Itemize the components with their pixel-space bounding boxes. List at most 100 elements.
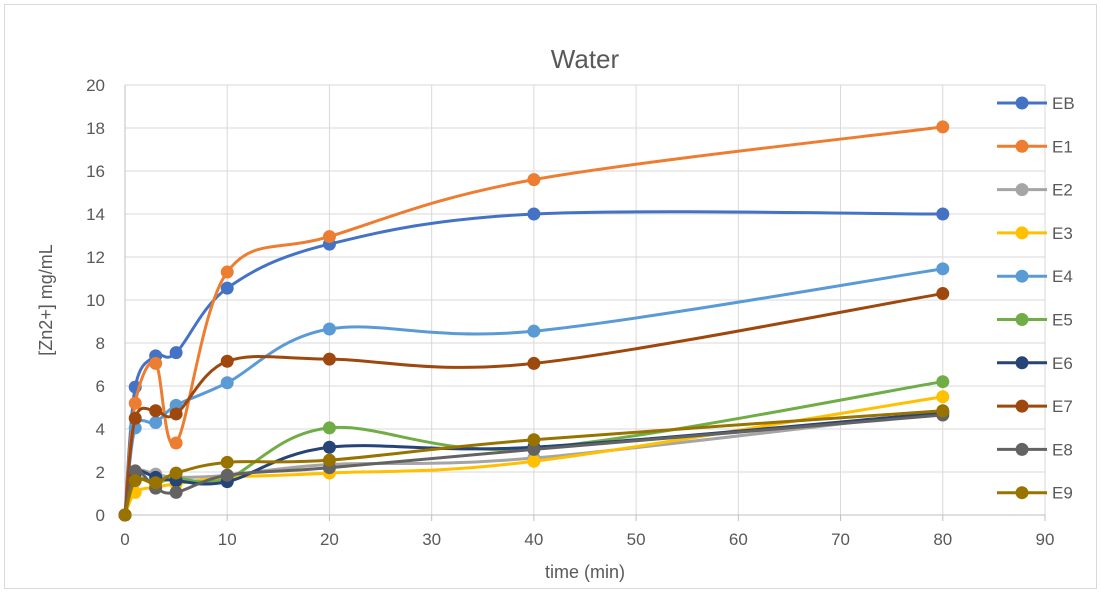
data-point	[527, 356, 541, 370]
legend-swatch-marker	[1015, 313, 1029, 326]
legend-item: E3	[997, 224, 1073, 243]
x-axis-label: time (min)	[545, 562, 625, 582]
legend-label: E4	[1052, 267, 1073, 286]
data-point	[322, 453, 336, 467]
data-point	[527, 324, 541, 338]
data-point	[936, 120, 950, 134]
series-line	[123, 395, 944, 516]
series-line	[123, 292, 944, 516]
y-tick-label: 18	[86, 119, 105, 138]
series-e1	[118, 120, 950, 522]
legend-swatch-marker	[1015, 356, 1029, 370]
legend-label: E6	[1052, 354, 1073, 373]
data-point	[936, 375, 950, 389]
series-line	[123, 413, 943, 516]
y-tick-label: 16	[86, 162, 105, 181]
data-point	[527, 454, 541, 468]
data-point	[169, 466, 183, 480]
x-tick-label: 20	[320, 530, 339, 549]
data-point	[936, 207, 950, 221]
x-tick-label: 0	[120, 530, 129, 549]
y-tick-label: 2	[96, 463, 105, 482]
data-point	[936, 390, 950, 404]
legend-swatch-marker	[1015, 442, 1029, 456]
chart-frame	[4, 4, 1097, 589]
series-e9	[118, 404, 950, 522]
series-line	[123, 210, 943, 516]
legend-item: E2	[997, 181, 1073, 200]
data-point	[322, 230, 336, 244]
data-point	[527, 173, 541, 187]
data-point	[128, 474, 142, 488]
data-point	[322, 440, 336, 454]
x-tick-label: 30	[422, 530, 441, 549]
y-tick-label: 4	[96, 420, 105, 439]
x-tick-label: 50	[627, 530, 646, 549]
y-tick-label: 12	[86, 248, 105, 267]
legend: EB E1 E2 E3 E4 E5 E6 E7 E8 E9	[997, 94, 1075, 503]
data-point	[220, 468, 234, 482]
y-axis-label: [Zn2+] mg/mL	[36, 244, 56, 356]
legend-label: E1	[1052, 137, 1073, 156]
legend-label: E3	[1052, 224, 1073, 243]
legend-swatch-marker	[1015, 96, 1029, 110]
data-point	[149, 416, 163, 430]
legend-item: E4	[997, 267, 1073, 286]
data-point	[936, 287, 950, 301]
data-point	[322, 322, 336, 336]
legend-item: E5	[997, 311, 1073, 330]
legend-swatch-marker	[1015, 226, 1029, 240]
data-point	[936, 262, 950, 276]
x-tick-label: 40	[524, 530, 543, 549]
data-point	[169, 346, 183, 360]
legend-swatch-marker	[1015, 399, 1029, 413]
legend-swatch-marker	[1015, 139, 1029, 153]
legend-label: E9	[1052, 484, 1073, 503]
data-point	[169, 485, 183, 499]
legend-swatch-marker	[1015, 183, 1029, 197]
x-tick-label: 10	[218, 530, 237, 549]
data-point	[936, 404, 950, 418]
data-point	[527, 433, 541, 447]
legend-label: E7	[1052, 397, 1073, 416]
legend-label: EB	[1052, 94, 1075, 113]
data-point	[169, 436, 183, 450]
x-tick-label: 90	[1036, 530, 1055, 549]
data-point	[527, 207, 541, 221]
x-tick-label: 80	[933, 530, 952, 549]
data-point	[220, 376, 234, 390]
y-tick-label: 0	[96, 506, 105, 525]
legend-label: E2	[1052, 181, 1073, 200]
series-line	[123, 267, 944, 516]
data-point	[220, 455, 234, 469]
chart-title: Water	[551, 44, 620, 74]
legend-item: E8	[997, 440, 1073, 459]
legend-item: E1	[997, 137, 1073, 156]
data-point	[128, 396, 142, 410]
data-point	[149, 404, 163, 418]
legend-item: E9	[997, 484, 1073, 503]
data-point	[149, 476, 163, 490]
legend-swatch-marker	[1015, 269, 1029, 283]
data-point	[128, 411, 142, 425]
legend-swatch-marker	[1015, 486, 1029, 500]
y-tick-label: 20	[86, 76, 105, 95]
data-point	[527, 442, 541, 456]
legend-label: E5	[1052, 311, 1073, 330]
data-point	[322, 352, 336, 366]
legend-item: E7	[997, 397, 1073, 416]
data-point	[220, 354, 234, 368]
data-point	[118, 508, 132, 522]
legend-item: EB	[997, 94, 1075, 113]
axes: 0 2 4 6 8 10 12 14 16 18 20 0 10 20 30 40 50 60 70 80 90	[86, 76, 1054, 549]
y-tick-label: 6	[96, 377, 105, 396]
legend-label: E8	[1052, 440, 1073, 459]
data-point	[322, 421, 336, 435]
data-point	[220, 265, 234, 279]
x-tick-label: 70	[831, 530, 850, 549]
y-tick-label: 14	[86, 205, 105, 224]
data-point	[128, 464, 142, 478]
x-tick-label: 60	[729, 530, 748, 549]
series-line	[123, 409, 943, 516]
